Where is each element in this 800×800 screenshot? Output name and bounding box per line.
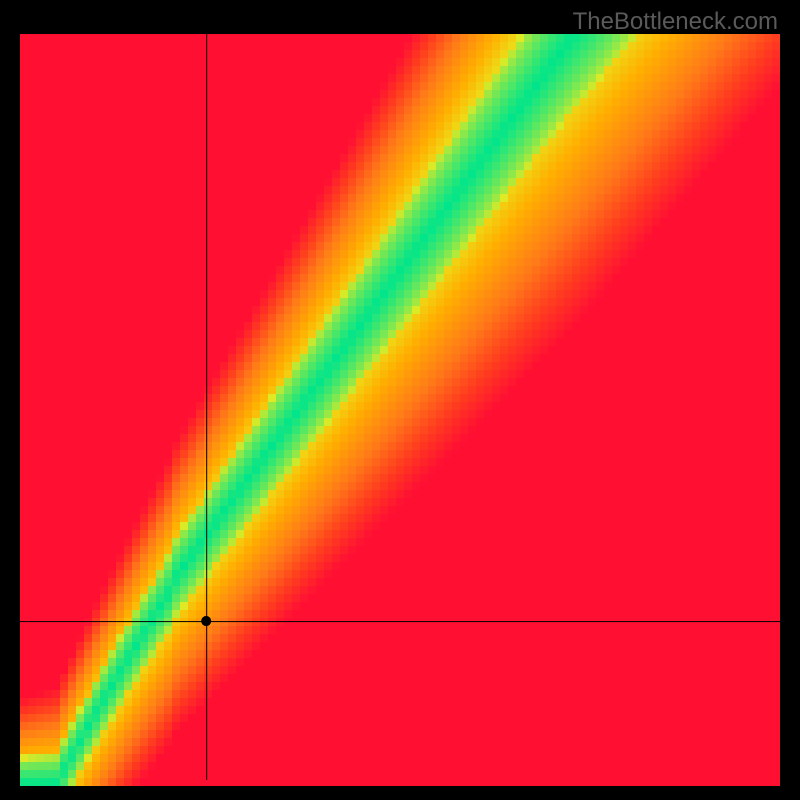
heatmap-canvas (0, 0, 800, 800)
watermark-text: TheBottleneck.com (573, 8, 778, 36)
bottleneck-heatmap-chart: TheBottleneck.com (0, 0, 800, 800)
